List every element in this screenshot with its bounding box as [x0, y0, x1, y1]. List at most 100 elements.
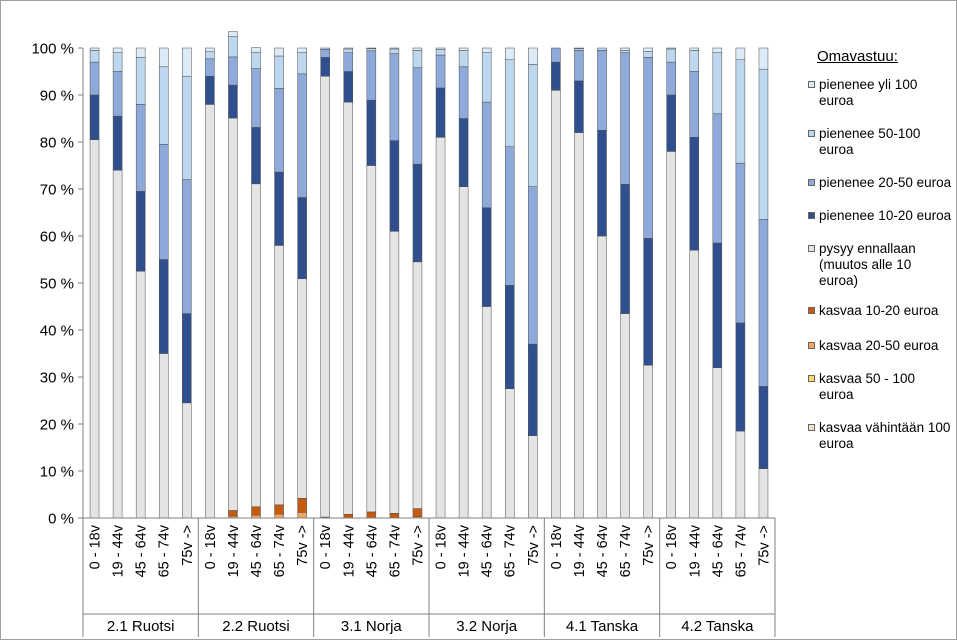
x-tick-label: 45 - 64v: [249, 524, 265, 577]
legend-item: kasvaa 20-50 euroa: [808, 338, 953, 354]
bar-segment: [366, 165, 377, 513]
bar-segment: [389, 48, 400, 54]
group-label: 2.2 Ruotsi: [222, 618, 290, 635]
group-label: 3.2 Norja: [456, 618, 518, 635]
bar-segment: [551, 61, 561, 91]
bar-segment: [712, 52, 723, 115]
bar-segment: [412, 261, 423, 509]
legend-swatch: [808, 212, 815, 219]
bar-segment: [182, 402, 192, 519]
bar-segment: [504, 388, 515, 519]
bar-segment: [343, 47, 354, 50]
bar-segment: [643, 238, 653, 366]
legend-label: kasvaa 20-50 euroa: [819, 338, 939, 353]
x-tick-label: 19 - 44v: [457, 524, 473, 577]
bar-segment: [112, 115, 123, 171]
legend-label: pienenee 10-20 euroa: [819, 208, 952, 223]
bar-segment: [758, 219, 769, 387]
bar-segment: [666, 48, 676, 63]
legend-item: kasvaa 50 - 100 euroa: [808, 371, 953, 403]
bar-segment: [412, 47, 423, 51]
bar-segment: [182, 47, 192, 77]
bar-segment: [712, 113, 723, 244]
bar-segment: [597, 130, 607, 237]
bar-segment: [712, 47, 723, 53]
y-tick-label: 20 %: [40, 417, 74, 434]
bar-segment: [366, 99, 377, 166]
bar-segment: [112, 52, 123, 72]
y-axis: 0 % 10 % 20 % 30 % 40 % 50 % 60 % 70 % 80 % 90 % 1…: [31, 41, 84, 528]
bar-segment: [274, 245, 284, 506]
bar-segment: [689, 137, 700, 251]
bar-segment: [643, 365, 653, 519]
bar-segment: [182, 179, 192, 314]
legend-title: Omavastuu:: [817, 48, 898, 65]
bar-segment: [620, 313, 630, 519]
bar-segment: [135, 104, 146, 192]
bar-segment: [528, 343, 538, 437]
bar-segment: [320, 47, 330, 50]
y-tick-label: 50 %: [40, 276, 74, 293]
group-label: 2.1 Ruotsi: [107, 618, 175, 635]
x-tick-label: 19 - 44v: [226, 524, 242, 577]
legend: Omavastuu: pienenee yli 100 euroa pienene…: [808, 48, 953, 452]
group-label: 4.1 Tanska: [566, 618, 639, 635]
bar-segment: [412, 508, 423, 517]
legend-label: kasvaa vähintään 100 euroa: [819, 420, 951, 451]
bar-segment: [481, 306, 492, 519]
bar-segment: [389, 231, 400, 514]
bar-segment: [666, 47, 676, 50]
bar-segment: [343, 48, 354, 53]
bar-segment: [297, 52, 307, 75]
x-tick-label: 65 - 74v: [387, 524, 403, 577]
group-label: 4.2 Tanska: [681, 618, 754, 635]
bar-segment: [182, 75, 192, 180]
legend-swatch: [808, 81, 815, 88]
bar-segment: [597, 50, 607, 131]
bar-segment: [274, 171, 284, 246]
bar-segment: [205, 104, 215, 519]
legend-label: kasvaa 10-20 euroa: [819, 303, 939, 318]
legend-item: pysyy ennallaan (muutos alle 10 euroa): [808, 241, 953, 289]
legend-item: pienenee 50-100 euroa: [808, 126, 953, 158]
bar-segment: [458, 66, 469, 119]
x-tick-label: 75v ->: [756, 525, 772, 566]
legend-label: pysyy ennallaan (muutos alle 10 euroa): [819, 241, 916, 288]
bar-segment: [574, 48, 584, 51]
bar-segment: [228, 56, 238, 86]
bar-segment: [412, 67, 423, 165]
bar-segment: [297, 197, 307, 280]
y-tick-label: 40 %: [40, 323, 74, 340]
legend-label: pienenee 20-50 euroa: [819, 175, 952, 190]
bar-segment: [112, 71, 123, 117]
bar-segment: [528, 435, 538, 519]
bar-segment: [458, 186, 469, 519]
bar-segment: [481, 101, 492, 209]
bar-segment: [597, 235, 607, 519]
bar-segment: [551, 90, 561, 519]
bar-segment: [666, 94, 676, 152]
x-tick-label: 65 - 74v: [157, 524, 173, 577]
bar-segment: [343, 101, 354, 515]
bar-segment: [251, 506, 261, 516]
bar-segment: [528, 64, 538, 187]
bar-segment: [228, 36, 238, 58]
bar-segment: [205, 51, 215, 60]
bar-segment: [620, 50, 630, 53]
y-tick-label: 60 %: [40, 229, 74, 246]
bar-segment: [481, 207, 492, 307]
bar-segment: [758, 47, 769, 70]
y-tick-label: 80 %: [40, 135, 74, 152]
x-tick-label: 75v ->: [641, 525, 657, 566]
bar-segment: [758, 468, 769, 519]
legend-swatch: [808, 307, 815, 314]
bar-segment: [735, 59, 746, 164]
bar-segment: [366, 511, 377, 519]
bar-segment: [504, 47, 515, 60]
bar-segment: [574, 50, 584, 82]
bar-segment: [643, 51, 653, 58]
bar-segment: [205, 47, 215, 53]
legend-swatch: [808, 245, 815, 252]
bar-segment: [574, 132, 584, 519]
bar-segment: [666, 61, 676, 96]
